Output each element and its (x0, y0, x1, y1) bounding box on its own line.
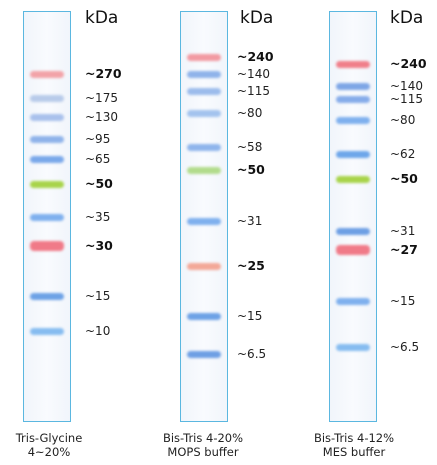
marker-band (336, 151, 370, 158)
molecular-weight-label: ~115 (390, 92, 423, 106)
marker-band (30, 241, 64, 251)
marker-band (336, 117, 370, 124)
marker-band (336, 245, 370, 255)
molecular-weight-label: ~240 (237, 49, 274, 64)
molecular-weight-label: ~6.5 (237, 347, 267, 361)
marker-band (30, 181, 64, 188)
marker-band (187, 110, 221, 117)
marker-band (187, 71, 221, 78)
molecular-weight-label: ~80 (390, 113, 416, 127)
marker-band (30, 114, 64, 121)
marker-band (187, 218, 221, 225)
molecular-weight-label: ~25 (237, 258, 265, 273)
ladder-bis-tris-mes: kDa ~240 ~140 ~115 ~80 ~62 ~50 ~31 ~27 ~15 ~6.5 B… (0, 0, 427, 465)
marker-band (187, 263, 221, 270)
molecular-weight-label: ~10 (85, 324, 111, 338)
molecular-weight-label: ~15 (390, 294, 416, 308)
marker-band (30, 328, 64, 335)
molecular-weight-label: ~27 (390, 242, 418, 257)
marker-band (187, 88, 221, 95)
marker-band (30, 156, 64, 163)
ladder-tris-glycine: kDa ~270 ~175 ~130 ~95 ~65 ~50 ~35 ~30 ~15 ~10 Tr… (0, 0, 145, 465)
marker-band (336, 176, 370, 183)
molecular-weight-label: ~175 (85, 91, 118, 105)
marker-band (187, 144, 221, 151)
ladder-caption: Bis-Tris 4-12% MES buffer (294, 431, 414, 459)
marker-band (336, 96, 370, 103)
unit-label: kDa (390, 8, 424, 28)
gel-lane (329, 11, 377, 422)
molecular-weight-label: ~31 (237, 214, 263, 228)
marker-band (30, 214, 64, 221)
molecular-weight-label: ~62 (390, 147, 416, 161)
marker-band (336, 228, 370, 235)
marker-band (187, 351, 221, 358)
molecular-weight-label: ~58 (237, 140, 263, 154)
marker-band (30, 136, 64, 143)
marker-band (30, 71, 64, 78)
caption-line-2: MES buffer (322, 445, 386, 459)
molecular-weight-label: ~115 (237, 84, 270, 98)
ladder-caption: Bis-Tris 4-20% MOPS buffer (143, 431, 263, 459)
caption-line-2: MOPS buffer (167, 445, 239, 459)
molecular-weight-label: ~31 (390, 224, 416, 238)
molecular-weight-label: ~140 (237, 67, 270, 81)
caption-line-1: Tris-Glycine (15, 431, 83, 445)
molecular-weight-label: ~270 (85, 66, 122, 81)
marker-band (30, 293, 64, 300)
molecular-weight-label: ~240 (390, 56, 427, 71)
molecular-weight-label: ~130 (85, 110, 118, 124)
marker-band (336, 83, 370, 90)
ladder-caption: Tris-Glycine 4~20% (0, 431, 109, 459)
molecular-weight-label: ~6.5 (390, 340, 420, 354)
molecular-weight-label: ~15 (237, 309, 263, 323)
marker-band (336, 61, 370, 68)
molecular-weight-label: ~50 (85, 176, 113, 191)
ladder-bis-tris-mops: kDa ~240 ~140 ~115 ~80 ~58 ~50 ~31 ~25 ~15 ~6.5 B… (0, 0, 274, 465)
marker-band (336, 344, 370, 351)
caption-line-2: 4~20% (27, 445, 71, 459)
molecular-weight-label: ~80 (237, 106, 263, 120)
molecular-weight-label: ~30 (85, 238, 113, 253)
marker-band (187, 54, 221, 61)
molecular-weight-label: ~50 (237, 162, 265, 177)
caption-line-1: Bis-Tris 4-20% (162, 431, 244, 445)
molecular-weight-label: ~95 (85, 132, 111, 146)
marker-band (187, 167, 221, 174)
molecular-weight-label: ~65 (85, 152, 111, 166)
caption-line-1: Bis-Tris 4-12% (313, 431, 395, 445)
molecular-weight-label: ~15 (85, 289, 111, 303)
unit-label: kDa (85, 8, 119, 28)
molecular-weight-label: ~35 (85, 210, 111, 224)
molecular-weight-label: ~50 (390, 171, 418, 186)
marker-band (187, 313, 221, 320)
marker-band (336, 298, 370, 305)
unit-label: kDa (240, 8, 274, 28)
molecular-weight-label: ~140 (390, 79, 423, 93)
marker-band (30, 95, 64, 102)
